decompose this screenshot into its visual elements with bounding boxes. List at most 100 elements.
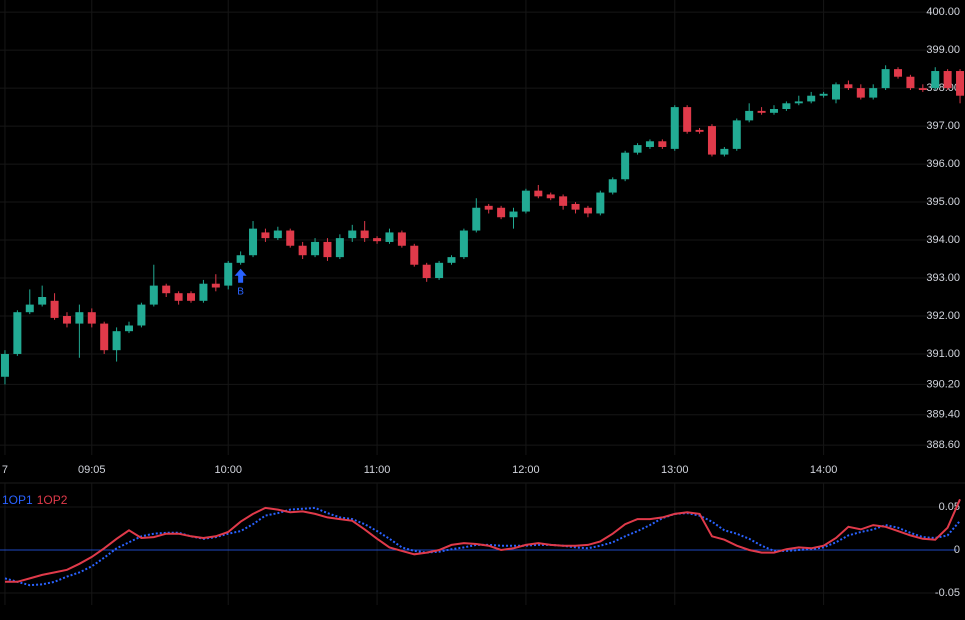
candle-body: [571, 203, 580, 210]
candle-body: [422, 264, 431, 279]
candle-body: [373, 238, 382, 242]
legend-entry: 1OP2: [37, 493, 68, 507]
candle-body: [683, 107, 692, 132]
candle-body: [670, 107, 679, 149]
candle-body: [50, 300, 59, 318]
candle-body: [137, 304, 146, 326]
candle-body: [311, 241, 320, 256]
y-tick-label: 394.00: [926, 234, 960, 246]
candle-body: [881, 69, 890, 89]
candle-body: [596, 192, 605, 214]
x-tick-label: 09:05: [78, 464, 106, 476]
candle-body: [794, 101, 803, 104]
candle-body: [397, 232, 406, 246]
candle-body: [459, 230, 468, 258]
y-tick-label: 391.00: [926, 348, 960, 360]
candle-body: [13, 312, 22, 354]
candle-body: [856, 88, 865, 98]
candle-body: [534, 190, 543, 197]
candle-body: [807, 95, 816, 102]
candle-body: [249, 228, 258, 256]
candle-body: [286, 230, 295, 246]
candle-body: [832, 84, 841, 100]
candle-body: [162, 285, 171, 294]
candle-body: [335, 238, 344, 258]
y-tick-label: -0.05: [935, 587, 960, 599]
candle-body: [844, 84, 853, 89]
candle-body: [435, 262, 444, 279]
candle-body: [707, 126, 716, 155]
candle-body: [583, 207, 592, 214]
candle-body: [149, 285, 158, 305]
candle-body: [261, 232, 270, 239]
candle-body: [732, 120, 741, 149]
candle-body: [62, 315, 71, 324]
candle-body: [447, 257, 456, 263]
candle-body: [782, 103, 791, 110]
candle-body: [745, 110, 754, 121]
candle-body: [633, 145, 642, 153]
candle-body: [112, 331, 121, 351]
candle-body: [236, 255, 245, 263]
candle-body: [943, 71, 952, 89]
candle-body: [720, 148, 729, 155]
candle-body: [87, 312, 96, 324]
candle-body: [298, 245, 307, 256]
y-tick-label: 395.00: [926, 196, 960, 208]
x-tick-label: 14:00: [810, 464, 838, 476]
candle-body: [819, 93, 828, 96]
candle-body: [769, 109, 778, 113]
y-tick-label: 392.00: [926, 310, 960, 322]
candle-body: [521, 190, 530, 212]
candle-body: [894, 69, 903, 77]
candle-body: [0, 353, 9, 377]
buy-marker-label: B: [237, 286, 244, 297]
candle-body: [509, 211, 518, 218]
y-tick-label: 0: [954, 544, 960, 556]
candle-body: [472, 207, 481, 231]
candle-body: [658, 141, 667, 147]
candle-body: [559, 196, 568, 206]
candle-body: [199, 283, 208, 301]
y-tick-label: 393.00: [926, 272, 960, 284]
candle-body: [273, 230, 282, 239]
candle-body: [608, 179, 617, 193]
y-tick-label: 389.40: [926, 409, 960, 421]
candle-body: [497, 207, 506, 218]
candle-body: [931, 71, 940, 89]
candle-body: [869, 88, 878, 98]
y-tick-label: 388.60: [926, 439, 960, 451]
x-tick-label: 11:00: [364, 464, 391, 476]
candle-body: [385, 232, 394, 242]
y-tick-label: 396.00: [926, 158, 960, 170]
x-tick-label: 10:00: [214, 464, 242, 476]
y-tick-label: 399.00: [926, 44, 960, 56]
candle-body: [323, 241, 332, 258]
candle-body: [25, 304, 34, 313]
candle-body: [546, 194, 555, 199]
y-tick-label: 400.00: [926, 6, 960, 18]
candle-body: [211, 283, 220, 288]
candle-body: [75, 312, 84, 324]
candle-body: [956, 71, 965, 96]
legend-entry: 1OP1: [2, 493, 33, 507]
x-tick-label: 7: [2, 464, 8, 476]
candle-body: [645, 141, 654, 147]
indicator-line: [5, 498, 961, 583]
candle-body: [360, 230, 369, 239]
candle-body: [174, 293, 183, 301]
x-tick-label: 12:00: [512, 464, 540, 476]
candle-body: [906, 76, 915, 89]
candle-body: [348, 230, 357, 239]
candle-body: [38, 297, 47, 305]
candle-body: [695, 129, 704, 132]
candle-body: [224, 262, 233, 286]
y-tick-label: 397.00: [926, 120, 960, 132]
candle-body: [124, 325, 133, 332]
candle-body: [410, 245, 419, 265]
y-tick-label: 390.20: [926, 378, 960, 390]
candle-body: [621, 152, 630, 180]
candle-body: [484, 205, 493, 210]
